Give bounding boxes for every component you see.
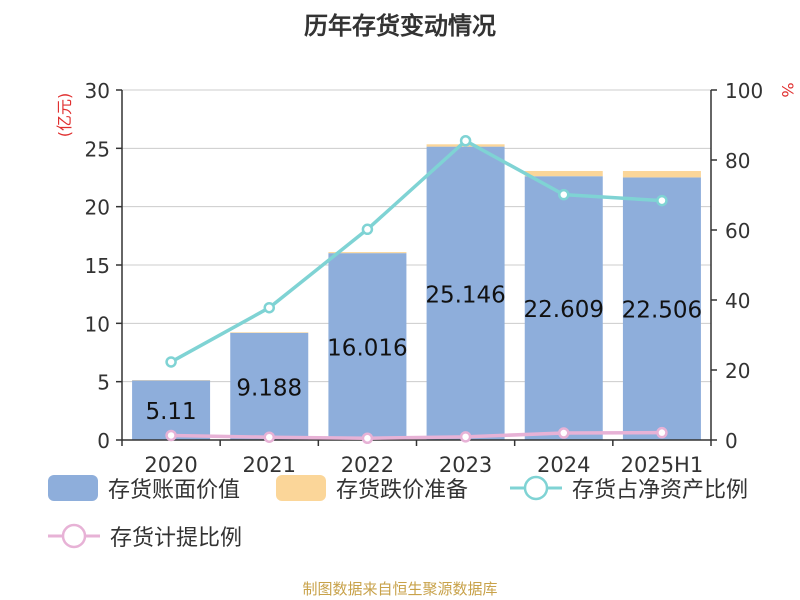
legend-swatch	[276, 475, 326, 501]
legend-item: 存货账面价值	[48, 470, 240, 506]
y-right-tick-label: 40	[725, 289, 750, 313]
lines	[165, 135, 668, 444]
legend-swatch	[510, 475, 562, 501]
x-tick-label: 2024	[537, 453, 590, 477]
chart-title: 历年存货变动情况	[304, 12, 496, 40]
bar-data-label: 25.146	[425, 282, 505, 308]
line-point	[263, 431, 275, 443]
y-left-tick-label: 30	[85, 79, 110, 103]
bar-book-value	[230, 332, 309, 440]
bar-data-label: 5.11	[145, 399, 196, 425]
y-left-tick-label: 0	[97, 429, 110, 453]
x-tick-label: 2023	[439, 453, 492, 477]
y-left-tick-label: 25	[85, 137, 110, 161]
bar-book-value	[426, 146, 505, 440]
line-point	[165, 429, 177, 442]
line-point	[459, 135, 472, 147]
y-right-tick-label: 80	[725, 149, 750, 173]
source-note: 制图数据来自恒生聚源数据库	[302, 580, 498, 598]
x-tick-label: 2020	[144, 453, 197, 477]
line-point	[459, 431, 472, 443]
y-left-tick-label: 20	[85, 196, 110, 220]
x-tick-label: 2021	[243, 453, 296, 477]
y-right-tick-label: 0	[725, 429, 738, 453]
y-axis-left-label: (亿元)	[55, 93, 74, 138]
legend-label: 存货占净资产比例	[572, 478, 749, 503]
line-point	[656, 194, 668, 207]
bar-impairment	[524, 170, 603, 177]
line-point	[361, 432, 374, 444]
line-point	[165, 356, 177, 368]
data-labels: 5.11 9.188 16.016 25.146 22.609 22.506	[145, 282, 702, 425]
y-axis-right-label: %	[778, 82, 797, 97]
bar-book-value	[328, 253, 407, 440]
axes: 0 5 10 15 20 25 30 0 20 40 60 80 100 2020 2021 2022 2023…	[85, 79, 764, 477]
line-point	[656, 426, 668, 439]
bars	[132, 144, 701, 440]
legend-swatch	[48, 523, 100, 549]
legend-label: 存货账面价值	[108, 478, 241, 503]
bar-data-label: 22.506	[622, 298, 702, 324]
y-right-tick-label: 100	[725, 79, 763, 103]
line-point	[361, 223, 374, 236]
line-provision-ratio	[171, 430, 662, 440]
legend-item: 存货跌价准备	[276, 470, 468, 506]
y-right-tick-label: 20	[725, 359, 750, 383]
bar-book-value	[524, 176, 603, 440]
line-point	[263, 301, 275, 314]
legend-label: 存货计提比例	[110, 526, 243, 551]
line-point	[558, 427, 570, 439]
y-left-tick-label: 15	[85, 254, 110, 278]
legend-item: 存货占净资产比例	[510, 470, 748, 506]
y-left-tick-label: 5	[97, 371, 110, 395]
bar-impairment	[230, 332, 309, 333]
bar-impairment	[328, 252, 407, 254]
bar-impairment	[622, 171, 701, 178]
bar-data-label: 22.609	[524, 297, 604, 323]
y-left-tick-label: 10	[85, 312, 110, 336]
legend-swatch	[48, 475, 98, 501]
legend-item: 存货计提比例	[48, 518, 242, 554]
legend-label: 存货跌价准备	[336, 478, 469, 503]
x-tick-label: 2022	[341, 453, 394, 477]
grid-lines	[122, 89, 711, 383]
y-right-tick-label: 60	[725, 219, 750, 243]
bar-data-label: 9.188	[236, 375, 302, 401]
bar-data-label: 16.016	[327, 336, 407, 362]
x-tick-label: 2025H1	[621, 453, 704, 477]
line-net-asset-ratio	[170, 139, 663, 364]
line-point	[558, 188, 570, 201]
bar-book-value	[622, 177, 701, 440]
